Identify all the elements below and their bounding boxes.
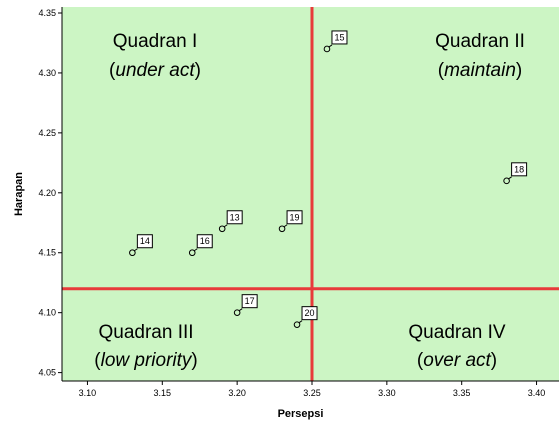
data-points: 13 14 15 16 17 18 19 20 xyxy=(129,30,528,328)
x-tick-label: 3.40 xyxy=(528,388,546,398)
data-point-18: 18 xyxy=(503,162,528,185)
data-point-13: 13 xyxy=(218,210,243,233)
data-point-leader xyxy=(508,176,512,180)
data-point-15: 15 xyxy=(323,30,348,53)
x-axis-ticks: 3.10 3.15 3.20 3.25 3.30 3.35 3.40 xyxy=(79,381,546,398)
quadrant-4-title: Quadran IV xyxy=(408,322,505,343)
data-point-marker xyxy=(233,309,241,316)
data-point-label: 13 xyxy=(230,212,240,222)
y-tick-label: 4.25 xyxy=(38,128,56,138)
x-tick-label: 3.30 xyxy=(378,388,396,398)
data-point-20: 20 xyxy=(293,306,318,328)
quadrant-2-title: Quadran II xyxy=(435,31,525,52)
data-point-marker xyxy=(218,225,226,233)
quadrant-1-title: Quadran I xyxy=(113,31,198,52)
quadrant-1-subtitle: (under act) xyxy=(109,60,201,81)
data-point-leader xyxy=(134,248,138,252)
data-point-leader xyxy=(238,308,243,312)
y-axis-ticks: 4.35 4.30 4.25 4.20 4.15 4.10 4.05 xyxy=(38,8,62,378)
data-point-label-box xyxy=(301,306,318,321)
data-point-label: 18 xyxy=(514,164,524,174)
x-axis-title: Persepsi xyxy=(278,408,324,420)
data-point-leader xyxy=(328,44,333,48)
data-point-label-box xyxy=(241,294,258,309)
data-point-label: 19 xyxy=(290,212,300,222)
quadrant-4-subtitle: (over act) xyxy=(417,350,497,371)
data-point-leader xyxy=(193,248,198,252)
quadrant-3-subtitle: (low priority) xyxy=(94,350,197,371)
quadrant-2-subtitle: (maintain) xyxy=(438,60,522,81)
y-axis-title: Harapan xyxy=(13,172,25,216)
y-tick-label: 4.15 xyxy=(38,248,56,258)
data-point-marker xyxy=(129,249,136,257)
data-point-label-box xyxy=(196,234,213,249)
x-tick-label: 3.10 xyxy=(79,388,97,398)
x-tick-label: 3.35 xyxy=(453,388,471,398)
data-point-marker xyxy=(503,177,510,185)
data-point-label-box xyxy=(331,30,348,45)
data-point-leader xyxy=(283,224,288,228)
data-point-label: 14 xyxy=(140,236,150,246)
data-point-label-box xyxy=(226,210,243,225)
data-point-label-box xyxy=(136,234,153,249)
x-tick-label: 3.25 xyxy=(303,388,321,398)
y-tick-label: 4.20 xyxy=(38,188,56,198)
data-point-label: 17 xyxy=(245,296,255,306)
data-point-leader xyxy=(298,320,303,324)
y-tick-label: 4.35 xyxy=(38,8,56,18)
data-point-label-box xyxy=(286,210,303,225)
data-point-marker xyxy=(278,225,286,233)
data-point-marker xyxy=(293,321,301,328)
data-point-16: 16 xyxy=(188,234,213,257)
data-point-14: 14 xyxy=(129,234,153,257)
x-tick-label: 3.15 xyxy=(154,388,172,398)
quadrant-labels: Quadran I (under act) Quadran II (maintain)… xyxy=(94,31,525,371)
data-point-marker xyxy=(188,249,196,257)
y-tick-label: 4.10 xyxy=(38,308,56,318)
data-point-17: 17 xyxy=(233,294,258,316)
y-tick-label: 4.30 xyxy=(38,68,56,78)
x-tick-label: 3.20 xyxy=(228,388,246,398)
y-tick-label: 4.05 xyxy=(38,368,56,378)
data-point-label-box xyxy=(511,162,528,177)
data-point-label: 20 xyxy=(305,308,315,318)
data-point-label: 16 xyxy=(200,236,210,246)
data-point-leader xyxy=(223,224,228,228)
data-point-label: 15 xyxy=(334,32,344,42)
data-point-19: 19 xyxy=(278,210,303,233)
quadrant-3-title: Quadran III xyxy=(98,322,193,343)
data-point-marker xyxy=(323,45,331,53)
